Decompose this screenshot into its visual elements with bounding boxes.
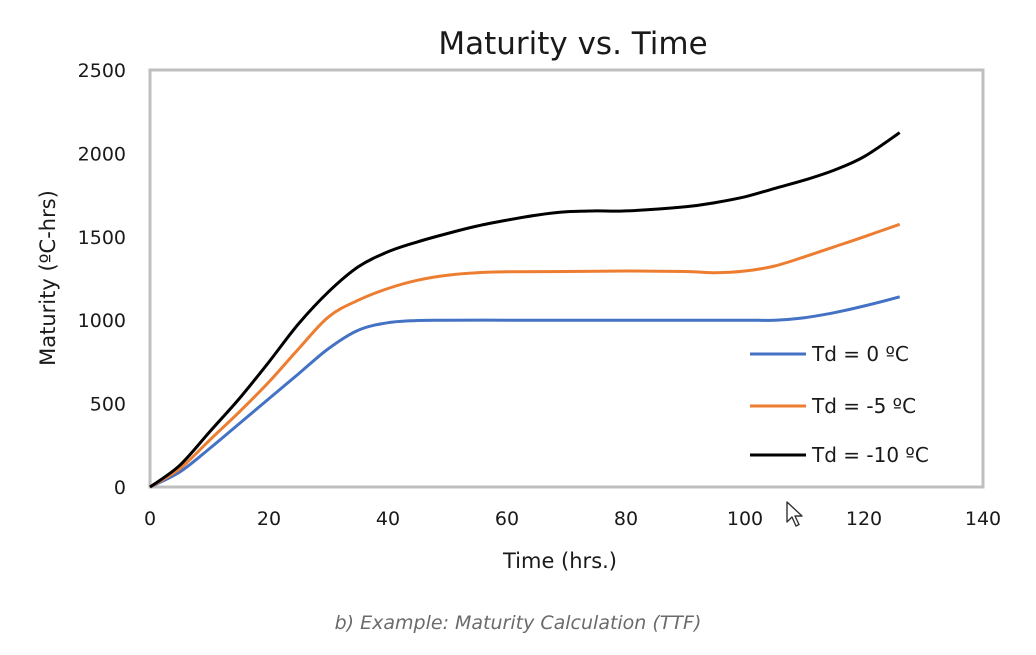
y-tick-label: 500	[90, 394, 126, 416]
y-tick-label: 0	[114, 477, 126, 499]
x-tick-label: 0	[144, 508, 156, 530]
x-tick-label: 60	[495, 508, 519, 530]
y-axis-tick-labels: 0 500 1000 1500 2000 2500	[78, 60, 126, 499]
series-lines	[149, 131, 901, 489]
y-tick-label: 1000	[78, 310, 126, 332]
legend: Td = 0 ºC Td = -5 ºC Td = -10 ºC	[750, 342, 929, 467]
series-line-1	[149, 295, 901, 489]
series-line-2	[149, 222, 901, 489]
maturity-chart: Maturity vs. Time 0 20 40 60 80 100 120 140 0 50…	[36, 26, 1001, 573]
y-axis-title: Maturity (ºC-hrs)	[36, 190, 60, 366]
legend-label-3: Td = -10 ºC	[811, 443, 929, 467]
x-tick-label: 80	[614, 508, 638, 530]
y-tick-label: 2500	[78, 60, 126, 82]
x-axis-tick-labels: 0 20 40 60 80 100 120 140	[144, 508, 1001, 530]
y-tick-label: 2000	[78, 143, 126, 165]
x-tick-label: 120	[846, 508, 882, 530]
figure-caption: b) Example: Maturity Calculation (TTF)	[334, 612, 702, 634]
x-tick-label: 100	[727, 508, 763, 530]
y-tick-label: 1500	[78, 227, 126, 249]
legend-label-2: Td = -5 ºC	[811, 394, 916, 418]
series-line-3	[149, 131, 901, 489]
x-axis-title: Time (hrs.)	[502, 549, 617, 573]
plot-area-frame	[148, 68, 985, 489]
legend-label-1: Td = 0 ºC	[811, 342, 909, 366]
x-tick-label: 140	[965, 508, 1001, 530]
chart-title: Maturity vs. Time	[438, 26, 707, 62]
mouse-pointer-icon	[786, 501, 803, 527]
x-tick-label: 40	[376, 508, 400, 530]
x-tick-label: 20	[257, 508, 281, 530]
